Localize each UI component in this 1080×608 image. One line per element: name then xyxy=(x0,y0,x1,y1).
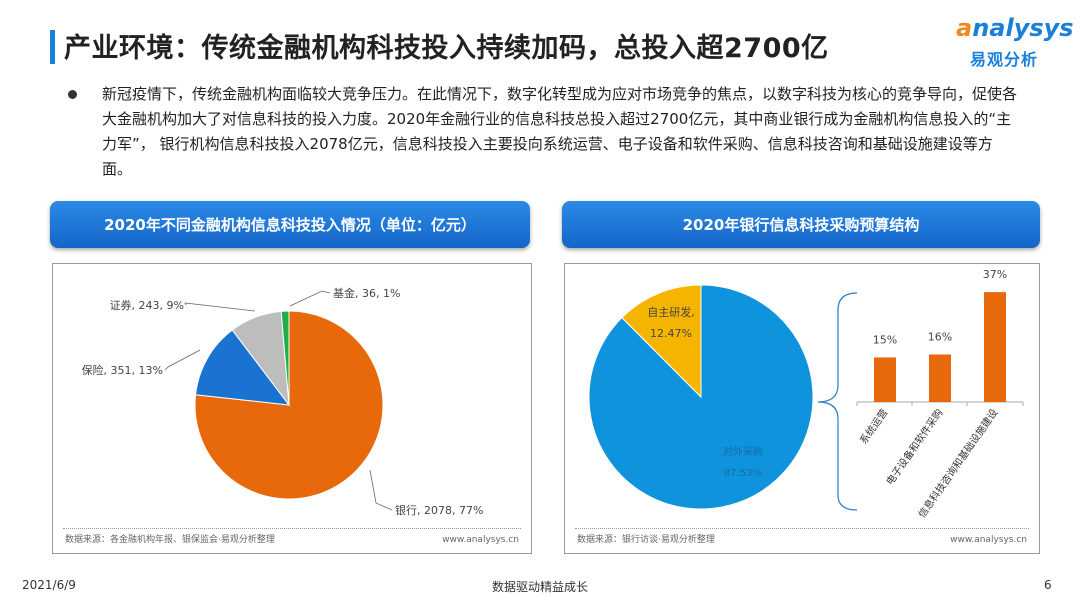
pie-institution-slice xyxy=(195,329,291,406)
bar xyxy=(874,357,896,402)
right-chart-header: 2020年银行信息科技采购预算结构 xyxy=(562,201,1040,248)
bar-value-label: 37% xyxy=(983,268,1007,281)
bar-category-label: 系统运营 xyxy=(857,406,891,446)
left-chart-header: 2020年不同金融机构信息科技投入情况（单位：亿元） xyxy=(50,201,530,248)
brace xyxy=(817,292,858,511)
pie-label: 对外采购 xyxy=(723,445,763,458)
source-note: 数据来源：各金融机构年报、银保监会·易观分析整理 xyxy=(65,535,275,545)
pie-label: 自主研发, xyxy=(647,305,695,319)
logo-text: analysys xyxy=(956,14,1074,42)
footer-date: 2021/6/9 xyxy=(22,578,76,592)
pie-procurement-slice xyxy=(621,284,702,399)
pie-value-label: 87.53% xyxy=(724,468,762,479)
footer-slogan: 数据驱动精益成长 xyxy=(491,580,588,594)
bullet-icon xyxy=(68,90,77,99)
analysys-logo: analysys 易观分析 xyxy=(948,14,1074,70)
title-accent-bar xyxy=(50,30,55,64)
site-url: www.analysys.cn xyxy=(950,535,1027,545)
logo-cn: 易观分析 xyxy=(970,50,1039,69)
page-number: 6 xyxy=(1044,578,1052,592)
pie-value-label: 12.47% xyxy=(650,327,692,340)
pie-label: 基金, 36, 1% xyxy=(333,286,400,300)
divider xyxy=(575,528,1029,529)
pie-institution-slice xyxy=(280,310,290,406)
leader-line xyxy=(164,349,201,371)
bar xyxy=(929,354,951,402)
summary-text: 新冠疫情下，传统金融机构面临较大竞争压力。在此情况下，数字化转型成为应对市场竞争… xyxy=(102,85,1018,178)
pie-institution-slice xyxy=(194,310,384,500)
pie-label: 银行, 2078, 77% xyxy=(395,503,483,517)
source-note: 数据来源：银行访谈·易观分析整理 xyxy=(577,535,715,545)
leader-line xyxy=(289,290,331,307)
site-url: www.analysys.cn xyxy=(442,535,519,545)
leader-line xyxy=(184,302,256,312)
page-title: 产业环境：传统金融机构科技投入持续加码，总投入超2700亿 xyxy=(64,33,829,64)
bar xyxy=(984,292,1006,402)
pie-label: 证券, 243, 9% xyxy=(110,298,184,312)
bar-value-label: 15% xyxy=(873,333,897,346)
divider xyxy=(63,528,521,529)
leader-line xyxy=(369,469,393,511)
bar-value-label: 16% xyxy=(928,330,952,343)
pie-label: 保险, 351, 13% xyxy=(82,363,163,377)
bar-category-label: 电子设备和软件采购 xyxy=(883,406,945,487)
